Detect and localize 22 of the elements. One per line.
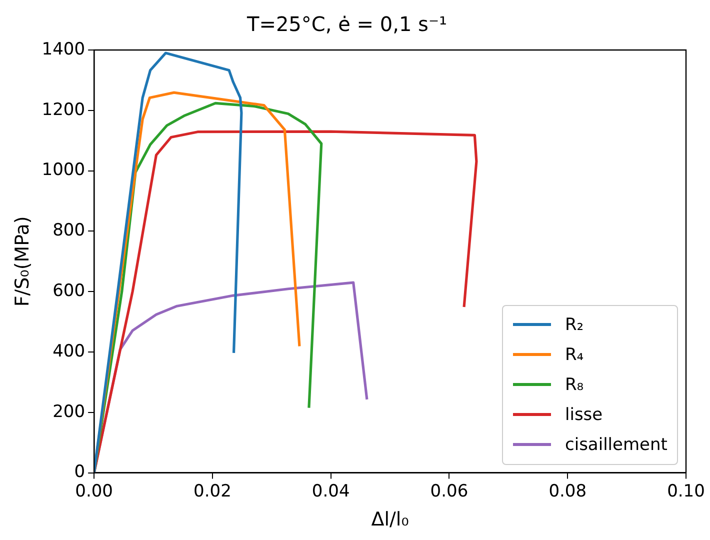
y-tick-label: 1200 (42, 100, 86, 120)
legend-label: cisaillement (565, 434, 668, 455)
x-tick-label: 0.04 (312, 481, 350, 502)
y-tick-label: 400 (52, 341, 86, 362)
x-tick-label: 0.00 (75, 481, 113, 502)
x-tick-label: 0.06 (430, 481, 468, 502)
x-tick-label: 0.08 (548, 481, 587, 502)
y-tick-label: 1400 (42, 39, 86, 60)
y-tick-label: 600 (52, 281, 86, 302)
y-axis-title: F/S₀(MPa) (11, 216, 34, 307)
y-tick-label: 800 (52, 220, 86, 241)
legend-label: R₈ (565, 374, 584, 395)
x-tick-label: 0.02 (194, 481, 232, 502)
y-tick-label: 0 (74, 462, 86, 482)
y-tick-label: 200 (52, 402, 86, 422)
x-tick-label: 0.10 (667, 481, 705, 502)
x-axis-title: Δl/l₀ (371, 508, 409, 531)
legend-label: R₄ (565, 344, 584, 365)
legend-label: lisse (565, 404, 603, 425)
y-tick-label: 1000 (42, 160, 86, 180)
legend-label: R₂ (565, 314, 584, 335)
chart-title: T=25°C, ė = 0,1 s⁻¹ (246, 12, 448, 36)
